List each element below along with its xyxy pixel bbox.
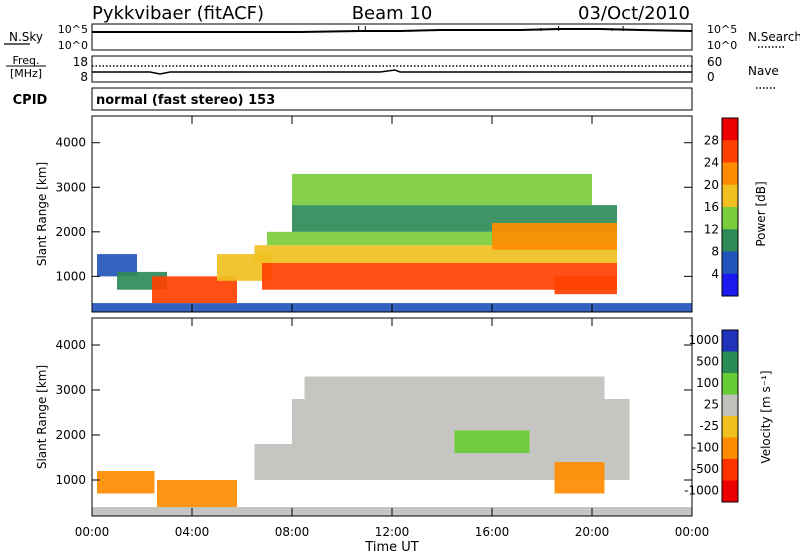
radar-title: Pykkvibaer (fitACF) — [92, 3, 264, 24]
data-band — [454, 430, 530, 453]
velocity-colorbar: 1000 500 100 25 -25 -100 -500 -1000 — [684, 329, 739, 503]
data-band — [554, 276, 617, 295]
y-tick-label: 1000 — [55, 269, 86, 283]
colorbar-tick-label: 16 — [704, 200, 719, 214]
freq-left-bottom: 8 — [80, 70, 88, 84]
freq-left-top: 18 — [73, 55, 88, 69]
freq-right-bottom: 0 — [707, 70, 715, 84]
power-ylabel: Slant Range [km] — [35, 162, 49, 266]
colorbar-segment — [722, 373, 738, 395]
power-colorbar: 4 8 12 16 20 24 28 — [704, 117, 739, 297]
power-bands — [92, 173, 692, 312]
colorbar-segment — [722, 207, 738, 230]
colorbar-tick-label: 25 — [704, 397, 719, 411]
colorbar-tick-label: -25 — [699, 419, 719, 433]
colorbar-segment — [722, 351, 738, 374]
colorbar-tick-label: -500 — [692, 462, 719, 476]
data-band — [292, 173, 592, 206]
colorbar-tick-label: 4 — [711, 267, 719, 281]
colorbar-segment — [722, 394, 738, 417]
freq-panel: Freq. [MHz] 18 8 60 0 Nave — [6, 54, 779, 89]
x-tick-label: 20:00 — [575, 525, 610, 539]
nsky-label: N.Sky — [9, 30, 43, 44]
velocity-y-ticks: 1000 2000 3000 4000 — [55, 338, 692, 487]
colorbar-tick-label: 24 — [704, 156, 719, 170]
cpid-panel: CPID normal (fast stereo) 153 — [13, 87, 693, 111]
x-tick-label: 16:00 — [475, 525, 510, 539]
freq-right-top: 60 — [707, 55, 722, 69]
nsky-spikes — [358, 26, 693, 32]
data-band — [97, 254, 137, 277]
x-tick-label: 12:00 — [375, 525, 410, 539]
y-tick-label: 1000 — [55, 473, 86, 487]
nsky-right-top: 10^5 — [707, 23, 737, 36]
freq-trace — [92, 69, 692, 75]
colorbar-segment — [722, 229, 738, 252]
colorbar-tick-label: 8 — [711, 245, 719, 259]
x-axis-label: Time UT — [364, 540, 418, 554]
time-axis: 00:00 04:00 08:00 12:00 16:00 20:00 00:00 — [75, 116, 710, 539]
cpid-text: normal (fast stereo) 153 — [96, 93, 275, 108]
colorbar-segment — [722, 140, 738, 163]
cpid-label: CPID — [13, 93, 48, 108]
freq-label: Freq. — [12, 54, 39, 67]
colorbar-frame — [721, 117, 739, 297]
y-tick-label: 3000 — [55, 383, 86, 397]
velocity-panel: 1000 2000 3000 4000 Slant Range [km] 1000 50… — [35, 317, 773, 517]
x-tick-label: 08:00 — [275, 525, 310, 539]
colorbar-segment — [722, 162, 738, 186]
colorbar-tick-label: 20 — [704, 178, 719, 192]
y-tick-label: 4000 — [55, 338, 86, 352]
data-band — [492, 222, 617, 250]
colorbar-segment — [722, 251, 738, 275]
x-tick-label: 04:00 — [175, 525, 210, 539]
freq-unit: [MHz] — [10, 67, 42, 80]
y-tick-label: 4000 — [55, 136, 86, 150]
nsky-right-bottom: 10^0 — [707, 39, 737, 52]
colorbar-segment — [722, 273, 738, 297]
data-band — [554, 462, 605, 494]
colorbar-tick-label: 500 — [696, 354, 719, 368]
power-panel: 1000 2000 3000 4000 Slant Range [km] 4 8 12 16… — [35, 115, 768, 313]
colorbar-segment — [722, 437, 738, 460]
power-colorbar-label: Power [dB] — [754, 181, 768, 246]
colorbar-segment — [722, 118, 738, 141]
nsearch-label: N.Search — [748, 30, 800, 44]
beam-label: Beam 10 — [352, 3, 433, 24]
velocity-colorbar-label: Velocity [m s⁻¹] — [759, 370, 773, 463]
x-tick-label: 00:00 — [75, 525, 110, 539]
data-band — [304, 376, 605, 399]
colorbar-tick-label: 1000 — [688, 333, 719, 347]
colorbar-tick-label: -1000 — [684, 483, 719, 497]
colorbar-tick-label: 28 — [704, 133, 719, 147]
nsky-trace — [92, 28, 693, 33]
nsky-left-top: 10^5 — [58, 23, 88, 36]
y-tick-label: 2000 — [55, 225, 86, 239]
nave-label: Nave — [748, 64, 779, 78]
colorbar-tick-label: -100 — [692, 440, 719, 454]
velocity-ylabel: Slant Range [km] — [35, 365, 49, 469]
colorbar-segment — [722, 459, 738, 481]
colorbar-segment — [722, 416, 738, 438]
power-y-ticks: 1000 2000 3000 4000 — [55, 136, 692, 283]
y-tick-label: 2000 — [55, 428, 86, 442]
colorbar-segment — [722, 330, 738, 352]
data-band — [97, 471, 155, 494]
nsky-panel: N.Sky 10^5 10^0 10^5 10^0 N.Search — [4, 23, 800, 52]
y-tick-label: 3000 — [55, 180, 86, 194]
colorbar-tick-label: 12 — [704, 222, 719, 236]
x-tick-label: 00:00 — [675, 525, 710, 539]
colorbar-segment — [722, 480, 738, 503]
data-band — [254, 245, 617, 263]
nsky-left-bottom: 10^0 — [58, 39, 88, 52]
colorbar-frame — [721, 329, 739, 503]
colorbar-segment — [722, 184, 738, 208]
colorbar-tick-label: 100 — [696, 376, 719, 390]
data-band — [157, 480, 237, 507]
date-label: 03/Oct/2010 — [578, 3, 690, 24]
